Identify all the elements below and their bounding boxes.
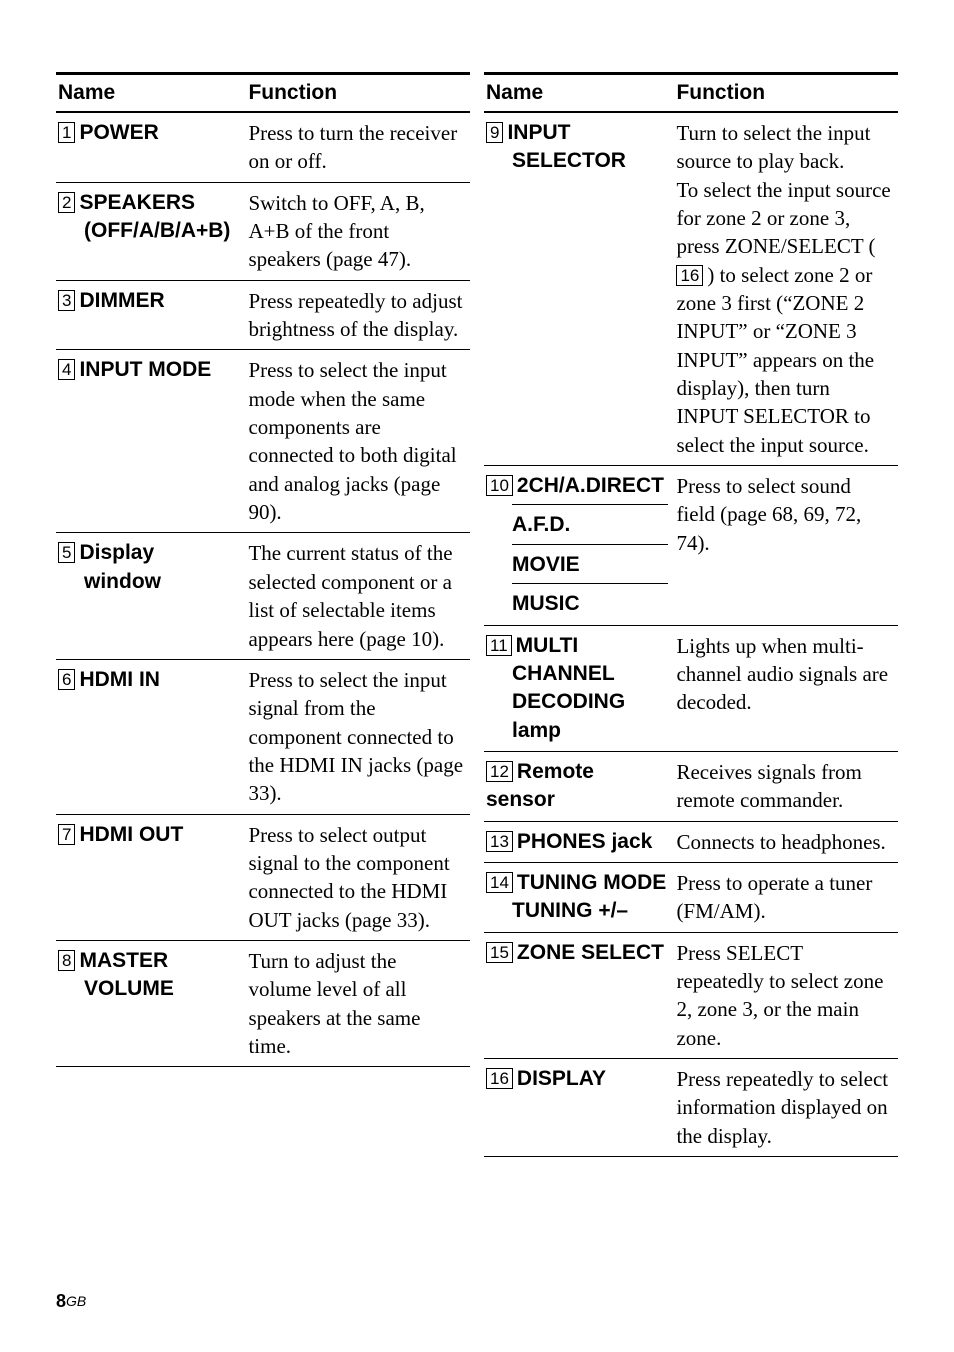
item-function: Press to select the input mode when the …: [246, 350, 470, 533]
item-name: 1POWER: [56, 112, 246, 182]
item-function: Lights up when multi-channel audio signa…: [674, 625, 898, 751]
item-number: 9: [486, 122, 503, 143]
item-name: 8MASTER VOLUME: [56, 940, 246, 1066]
sub-item: MUSIC: [512, 583, 668, 618]
item-function: Press to operate a tuner (FM/AM).: [674, 862, 898, 932]
item-name: 13PHONES jack: [484, 821, 674, 862]
item-function: Press to select output signal to the com…: [246, 814, 470, 940]
item-number: 11: [486, 635, 512, 656]
table-row: 11MULTI CHANNEL DECODING lamp Lights up …: [484, 625, 898, 751]
sub-item: MOVIE: [512, 544, 668, 579]
table-row: 6HDMI IN Press to select the input signa…: [56, 659, 470, 814]
item-name: 15ZONE SELECT: [484, 932, 674, 1058]
item-function: Receives signals from remote commander.: [674, 751, 898, 821]
inline-ref-box: 16: [676, 265, 703, 286]
table-row: 16DISPLAY Press repeatedly to select inf…: [484, 1058, 898, 1156]
table-row: 13PHONES jack Connects to headphones.: [484, 821, 898, 862]
item-name: 102CH/A.DIRECT A.F.D. MOVIE MUSIC: [484, 466, 674, 625]
item-number: 7: [58, 824, 75, 845]
item-function: Press SELECT repeatedly to select zone 2…: [674, 932, 898, 1058]
right-column: Name Function 9INPUT SELECTOR Turn to se…: [484, 72, 898, 1157]
content-columns: Name Function 1POWER Press to turn the r…: [56, 72, 898, 1157]
item-number: 3: [58, 290, 75, 311]
page-number: 8: [56, 1291, 66, 1311]
item-number: 16: [486, 1068, 513, 1089]
item-name: 11MULTI CHANNEL DECODING lamp: [484, 625, 674, 751]
table-row: 3DIMMER Press repeatedly to adjust brigh…: [56, 280, 470, 350]
page-suffix: GB: [66, 1293, 86, 1309]
sub-item: A.F.D.: [512, 504, 668, 539]
col-header-name: Name: [56, 74, 246, 113]
table-row: 7HDMI OUT Press to select output signal …: [56, 814, 470, 940]
table-row: 102CH/A.DIRECT A.F.D. MOVIE MUSIC Press …: [484, 466, 898, 625]
item-name: 9INPUT SELECTOR: [484, 112, 674, 466]
col-header-function: Function: [246, 74, 470, 113]
table-row: 15ZONE SELECT Press SELECT repeatedly to…: [484, 932, 898, 1058]
item-function: Press to select the input signal from th…: [246, 659, 470, 814]
table-row: 4INPUT MODE Press to select the input mo…: [56, 350, 470, 533]
table-row: 5Display window The current status of th…: [56, 533, 470, 659]
item-number: 13: [486, 831, 513, 852]
item-function: The current status of the selected compo…: [246, 533, 470, 659]
item-function: Press repeatedly to select information d…: [674, 1058, 898, 1156]
left-column: Name Function 1POWER Press to turn the r…: [56, 72, 470, 1157]
table-row: 12Remote sensor Receives signals from re…: [484, 751, 898, 821]
table-row: 9INPUT SELECTOR Turn to select the input…: [484, 112, 898, 466]
table-row: 8MASTER VOLUME Turn to adjust the volume…: [56, 940, 470, 1066]
item-function: Press repeatedly to adjust brightness of…: [246, 280, 470, 350]
item-name: 12Remote sensor: [484, 751, 674, 821]
end-rule: [56, 1067, 470, 1068]
item-name: 7HDMI OUT: [56, 814, 246, 940]
item-function: Turn to select the input source to play …: [674, 112, 898, 466]
item-name: 2SPEAKERS (OFF/A/B/A+B): [56, 182, 246, 280]
item-function: Press to turn the receiver on or off.: [246, 112, 470, 182]
item-name: 14TUNING MODE TUNING +/–: [484, 862, 674, 932]
item-function: Press to select sound field (page 68, 69…: [674, 466, 898, 625]
item-function: Switch to OFF, A, B, A+B of the front sp…: [246, 182, 470, 280]
item-number: 6: [58, 669, 75, 690]
page-footer: 8GB: [56, 1291, 86, 1312]
item-number: 15: [486, 942, 513, 963]
item-number: 8: [58, 950, 75, 971]
item-function: Turn to adjust the volume level of all s…: [246, 940, 470, 1066]
item-number: 4: [58, 359, 75, 380]
col-header-function: Function: [674, 74, 898, 113]
item-name: 4INPUT MODE: [56, 350, 246, 533]
table-row: 1POWER Press to turn the receiver on or …: [56, 112, 470, 182]
item-number: 12: [486, 761, 513, 782]
end-rule: [484, 1157, 898, 1158]
item-function: Connects to headphones.: [674, 821, 898, 862]
item-number: 2: [58, 192, 75, 213]
item-number: 5: [58, 542, 75, 563]
item-number: 10: [486, 475, 513, 496]
item-name: 6HDMI IN: [56, 659, 246, 814]
table-row: 14TUNING MODE TUNING +/– Press to operat…: [484, 862, 898, 932]
item-name: 5Display window: [56, 533, 246, 659]
table-row: 2SPEAKERS (OFF/A/B/A+B) Switch to OFF, A…: [56, 182, 470, 280]
right-table: Name Function 9INPUT SELECTOR Turn to se…: [484, 72, 898, 1157]
item-name: 3DIMMER: [56, 280, 246, 350]
item-number: 1: [58, 122, 75, 143]
col-header-name: Name: [484, 74, 674, 113]
item-name: 16DISPLAY: [484, 1058, 674, 1156]
item-number: 14: [486, 872, 513, 893]
left-table: Name Function 1POWER Press to turn the r…: [56, 72, 470, 1067]
